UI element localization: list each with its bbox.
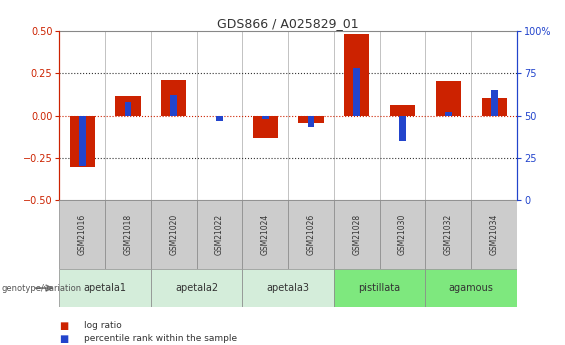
Text: GSM21030: GSM21030 [398,214,407,255]
Text: GSM21026: GSM21026 [307,214,315,255]
Bar [425,200,471,269]
Text: GSM21034: GSM21034 [490,214,498,255]
Bar [425,269,517,307]
Text: apetala3: apetala3 [267,283,310,293]
Bar [490,90,498,116]
Text: genotype/variation: genotype/variation [1,284,81,293]
Bar [390,105,415,116]
Bar [436,81,461,116]
Bar [399,116,406,141]
Bar [105,200,151,269]
Bar [481,98,507,116]
Bar [151,269,242,307]
Bar [69,116,95,167]
Text: percentile rank within the sample: percentile rank within the sample [85,334,238,343]
Bar [161,80,186,116]
Text: agamous: agamous [449,283,494,293]
Text: pistillata: pistillata [359,283,401,293]
Bar [380,200,425,269]
Bar [242,200,288,269]
Bar [170,95,177,116]
Bar [288,200,334,269]
Bar [242,269,334,307]
Text: GSM21018: GSM21018 [124,214,132,255]
Text: GSM21032: GSM21032 [444,214,453,255]
Bar [298,116,324,123]
Bar [334,200,380,269]
Text: apetala1: apetala1 [84,283,127,293]
Text: apetala2: apetala2 [175,283,218,293]
Text: ■: ■ [59,334,68,344]
Bar [79,116,86,166]
Bar [334,269,425,307]
Text: GSM21016: GSM21016 [78,214,86,255]
Bar [59,200,105,269]
Bar [353,68,360,116]
Bar [445,112,452,116]
Text: GSM21024: GSM21024 [261,214,270,255]
Bar [151,200,197,269]
Bar [344,33,370,116]
Title: GDS866 / A025829_01: GDS866 / A025829_01 [218,17,359,30]
Text: log ratio: log ratio [85,321,122,330]
Bar [59,269,151,307]
Bar [262,116,269,119]
Bar [471,200,517,269]
Bar [307,116,315,127]
Text: GSM21028: GSM21028 [353,214,361,255]
Text: GSM21020: GSM21020 [170,214,178,255]
Bar [124,102,132,116]
Text: GSM21022: GSM21022 [215,214,224,255]
Bar [115,96,141,116]
Bar [216,116,223,121]
Bar [253,116,278,138]
Text: ■: ■ [59,321,68,331]
Bar [197,200,242,269]
